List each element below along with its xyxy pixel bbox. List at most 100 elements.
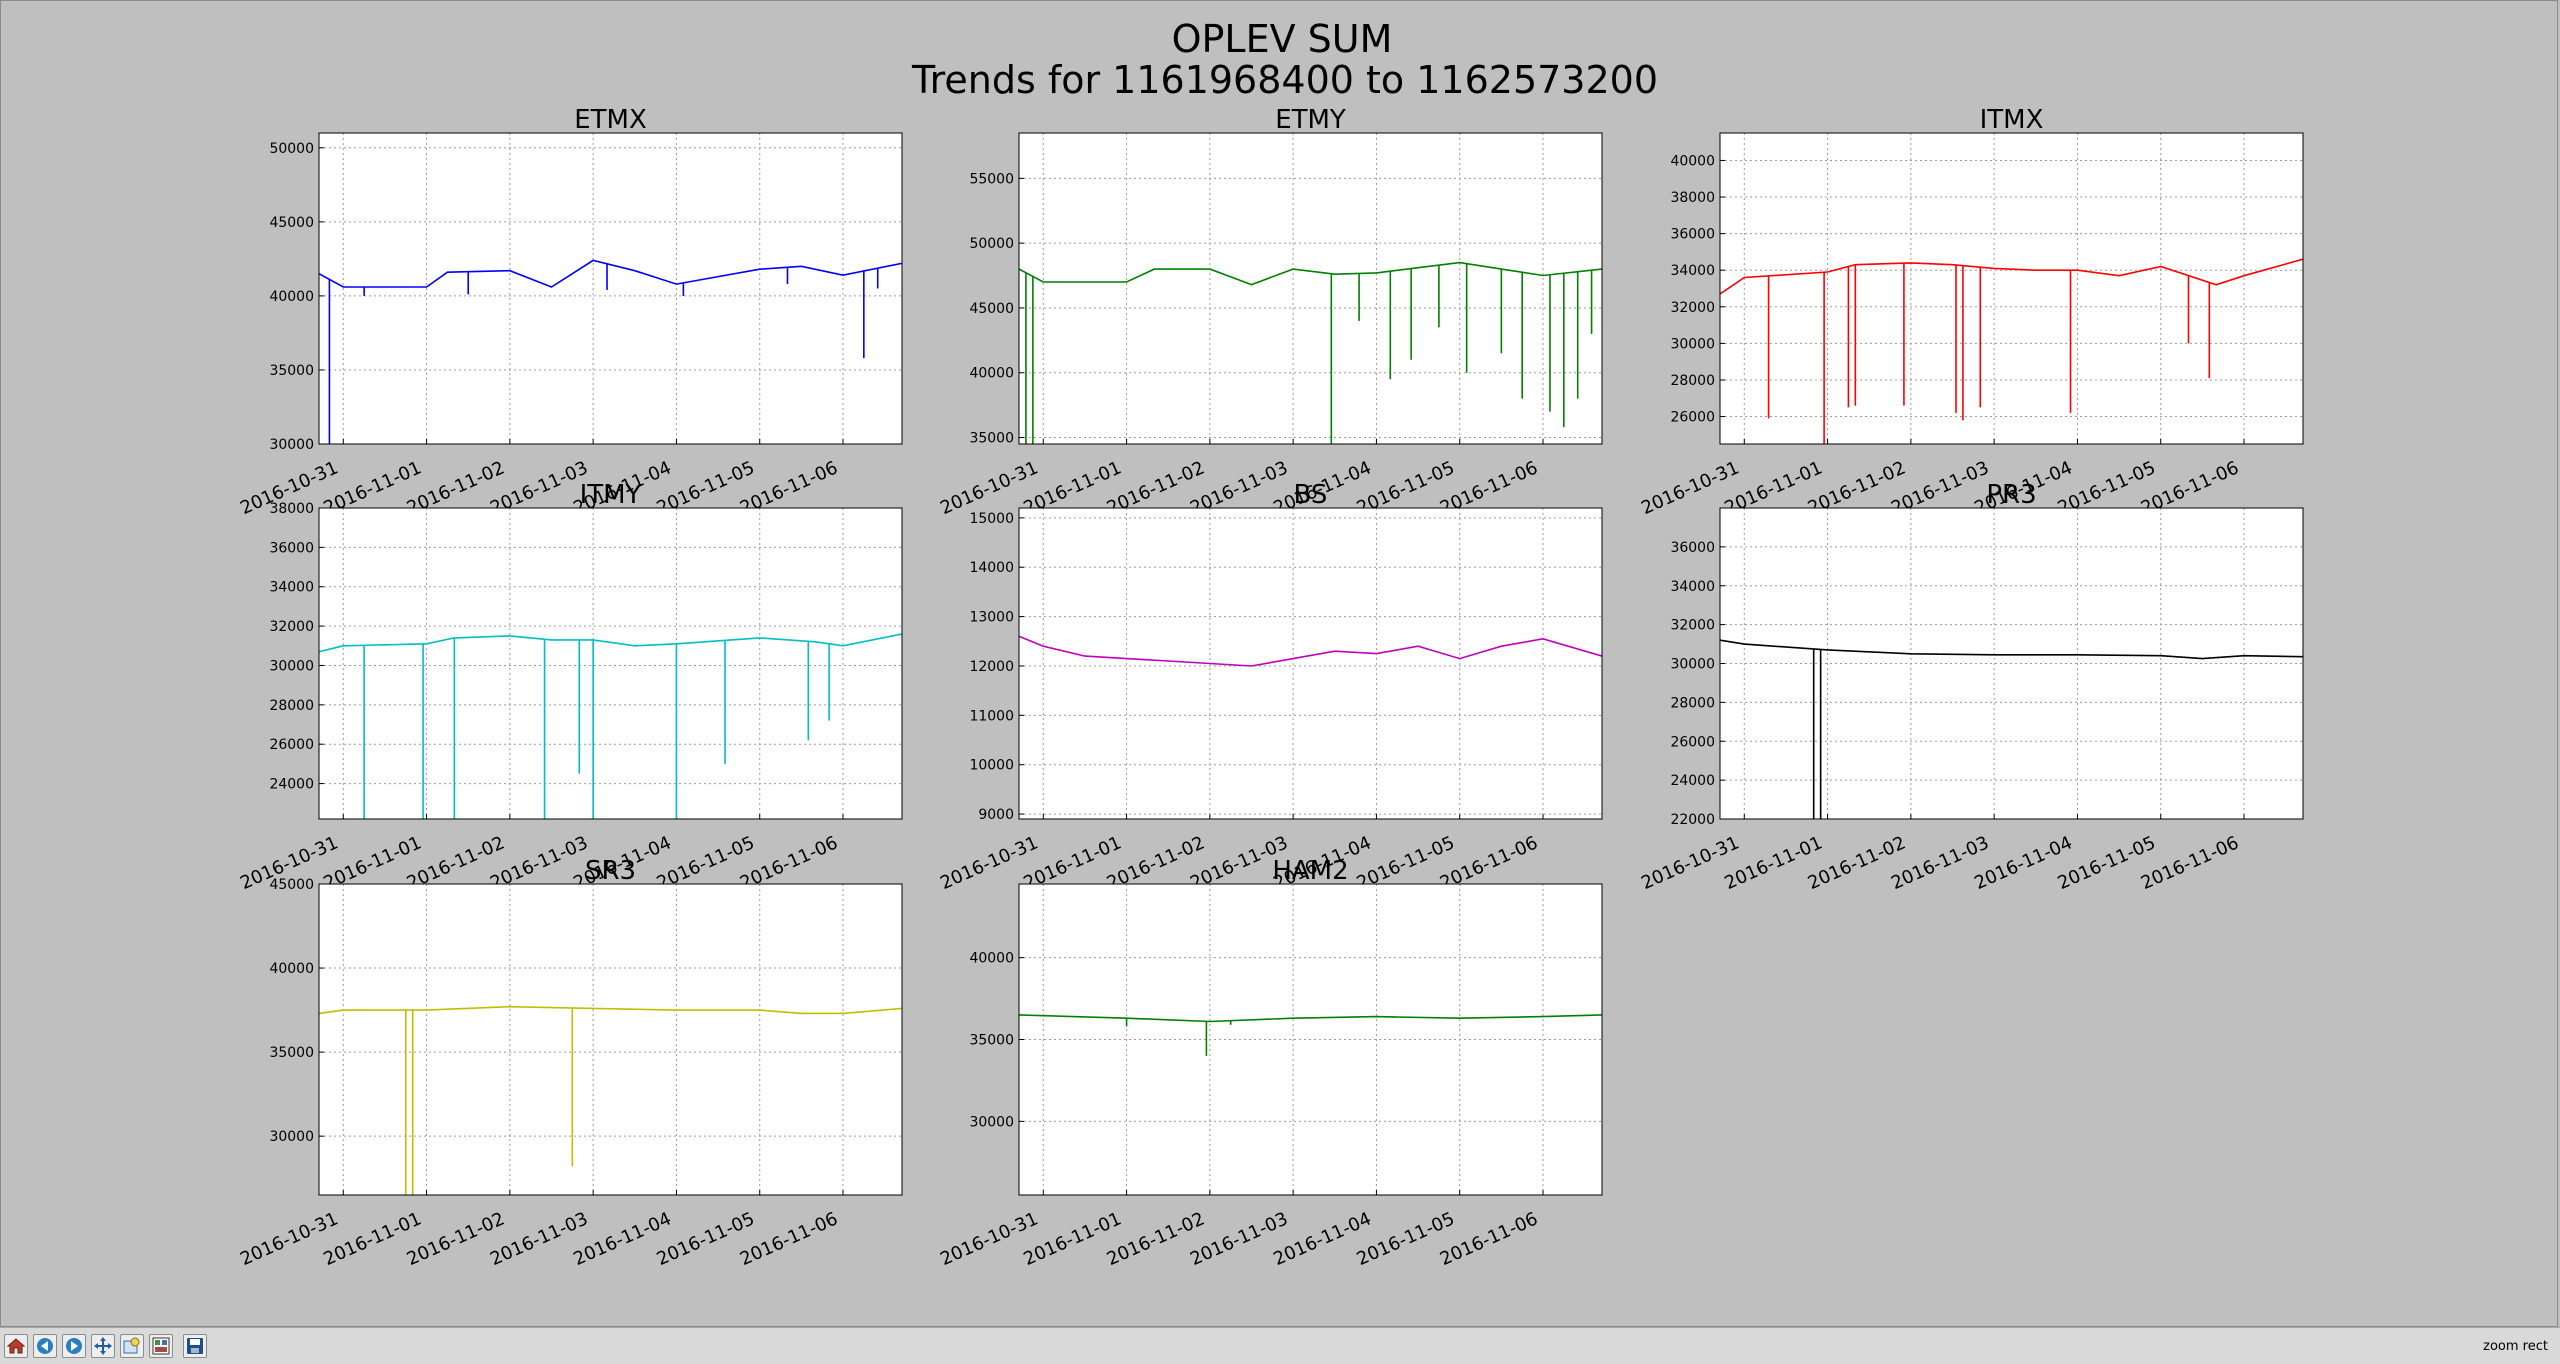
figure-title: OPLEV SUM	[1172, 17, 1393, 61]
y-tick-label: 24000	[269, 777, 314, 793]
y-tick-label: 36000	[269, 540, 314, 556]
y-tick-label: 13000	[969, 610, 1014, 626]
y-tick-label: 30000	[969, 1114, 1014, 1130]
y-tick-label: 40000	[1670, 153, 1715, 169]
y-tick-label: 30000	[1670, 657, 1715, 673]
plot-area	[319, 133, 902, 444]
subplot-title: SR3	[585, 856, 636, 886]
plot-area	[1019, 133, 1602, 444]
subplot-itmy: 2016-10-312016-11-012016-11-022016-11-03…	[237, 480, 903, 894]
y-tick-label: 34000	[269, 580, 314, 596]
y-tick-label: 15000	[969, 511, 1014, 527]
y-tick-label: 9000	[978, 807, 1014, 823]
subplot-title: HAM2	[1272, 856, 1348, 886]
y-tick-label: 36000	[1670, 540, 1715, 556]
axes-frame	[1018, 132, 1603, 445]
zoom-button[interactable]	[120, 1334, 144, 1358]
subplot-itmx: 2016-10-312016-11-012016-11-022016-11-03…	[1638, 105, 2304, 519]
axes-frame	[318, 883, 903, 1196]
y-tick-label: 50000	[969, 236, 1014, 252]
y-tick-label: 30000	[269, 658, 314, 674]
y-tick-label: 26000	[269, 737, 314, 753]
axes-frame	[318, 507, 903, 820]
y-tick-label: 28000	[269, 698, 314, 714]
y-tick-label: 36000	[1670, 227, 1715, 243]
toolbar-status-message: zoom rect	[2483, 1339, 2548, 1354]
back-button[interactable]	[33, 1334, 57, 1358]
configure-subplots-button[interactable]	[149, 1334, 173, 1358]
y-tick-label: 24000	[1670, 773, 1715, 789]
y-tick-label: 30000	[1670, 336, 1715, 352]
y-tick-label: 26000	[1670, 734, 1715, 750]
home-button[interactable]	[4, 1334, 28, 1358]
axes-frame	[1719, 507, 2304, 820]
subplot-bs: 2016-10-312016-11-012016-11-022016-11-03…	[937, 480, 1603, 894]
y-tick-label: 40000	[969, 951, 1014, 967]
subplot-title: ETMX	[574, 105, 647, 135]
y-tick-label: 10000	[969, 758, 1014, 774]
y-tick-label: 26000	[1670, 410, 1715, 426]
subplot-title: ETMY	[1275, 105, 1346, 135]
y-tick-label: 32000	[269, 619, 314, 635]
pan-button[interactable]	[91, 1334, 115, 1358]
series-line	[1019, 635, 1602, 667]
subplot-pr3: 2016-10-312016-11-012016-11-022016-11-03…	[1638, 480, 2304, 894]
figure: OPLEV SUM Trends for 1161968400 to 11625…	[237, 17, 2304, 1270]
forward-arrow-icon	[66, 1338, 82, 1354]
plot-area	[319, 508, 902, 819]
y-tick-label: 38000	[269, 501, 314, 517]
y-tick-label: 45000	[269, 215, 314, 231]
y-tick-label: 40000	[969, 366, 1014, 382]
y-tick-label: 45000	[969, 301, 1014, 317]
subplots-icon	[152, 1337, 170, 1355]
y-tick-label: 30000	[269, 1129, 314, 1145]
plot-area	[319, 884, 902, 1195]
navigation-toolbar: zoom rect	[0, 1327, 2560, 1364]
y-tick-label: 34000	[1670, 579, 1715, 595]
series-line	[1019, 1014, 1602, 1023]
y-tick-label: 12000	[969, 659, 1014, 675]
subplot-etmy: 2016-10-312016-11-012016-11-022016-11-03…	[937, 105, 1603, 519]
y-tick-label: 40000	[269, 289, 314, 305]
y-tick-label: 45000	[269, 877, 314, 893]
y-tick-label: 35000	[969, 431, 1014, 447]
subplot-title: BS	[1294, 480, 1328, 510]
y-tick-label: 28000	[1670, 695, 1715, 711]
y-tick-label: 32000	[1670, 618, 1715, 634]
figure-subtitle: Trends for 1161968400 to 1162573200	[911, 58, 1658, 102]
subplot-title: PR3	[1986, 480, 2036, 510]
subplots-grid: 2016-10-312016-11-012016-11-022016-11-03…	[237, 105, 2304, 1270]
axes-frame	[1018, 883, 1603, 1196]
figure-canvas[interactable]	[0, 0, 2558, 1327]
subplot-etmx: 2016-10-312016-11-012016-11-022016-11-03…	[237, 105, 903, 519]
series-line	[1720, 258, 2303, 295]
y-tick-label: 30000	[269, 437, 314, 453]
plot-area	[1720, 133, 2303, 444]
y-tick-label: 35000	[969, 1033, 1014, 1049]
y-tick-label: 11000	[969, 708, 1014, 724]
axes-frame	[318, 132, 903, 445]
y-tick-label: 55000	[969, 171, 1014, 187]
y-tick-label: 34000	[1670, 263, 1715, 279]
zoom-icon	[123, 1337, 140, 1354]
subplot-title: ITMY	[580, 480, 642, 510]
subplot-sr3: 2016-10-312016-11-012016-11-022016-11-03…	[237, 856, 903, 1270]
home-icon	[6, 1338, 26, 1354]
series-line	[319, 259, 902, 288]
y-tick-label: 28000	[1670, 373, 1715, 389]
y-tick-label: 38000	[1670, 190, 1715, 206]
y-tick-label: 50000	[269, 141, 314, 157]
axes-frame	[1018, 507, 1603, 820]
save-icon	[187, 1338, 203, 1354]
plot-area	[1019, 508, 1602, 819]
subplot-title: ITMX	[1980, 105, 2044, 135]
pan-icon	[94, 1337, 112, 1355]
y-tick-label: 35000	[269, 363, 314, 379]
back-arrow-icon	[37, 1338, 53, 1354]
save-button[interactable]	[183, 1334, 207, 1358]
y-tick-label: 32000	[1670, 300, 1715, 316]
y-tick-label: 35000	[269, 1045, 314, 1061]
subplot-ham2: 2016-10-312016-11-012016-11-022016-11-03…	[937, 856, 1603, 1270]
y-tick-label: 40000	[269, 961, 314, 977]
forward-button[interactable]	[62, 1334, 86, 1358]
